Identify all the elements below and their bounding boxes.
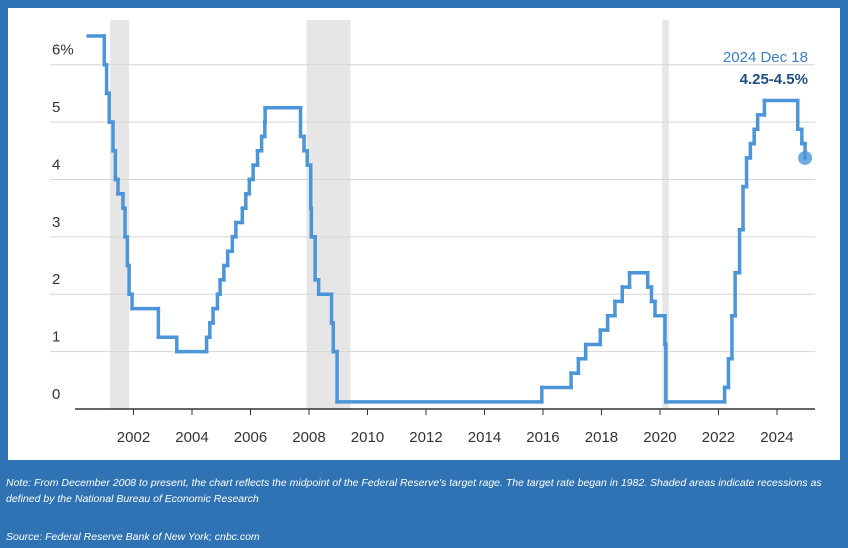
x-tick-label: 2006 <box>234 429 267 446</box>
annotation-value: 4.25-4.5% <box>740 71 808 88</box>
chart: 2024 Dec 18 4.25-4.5% 0 1 2 3 4 5 6% 2002 2004 20… <box>8 8 840 460</box>
source: Source: Federal Reserve Bank of New York… <box>6 531 260 543</box>
end-dot <box>798 150 813 165</box>
x-tick-label: 2020 <box>643 429 676 446</box>
x-tick-label: 2022 <box>702 429 735 446</box>
recession-band <box>662 20 669 409</box>
x-tick-label: 2010 <box>351 429 384 446</box>
y-tick-label: 2 <box>52 271 60 288</box>
x-tick-label: 2024 <box>760 429 793 446</box>
y-tick-label: 0 <box>52 386 60 403</box>
annotation-date: 2024 Dec 18 <box>723 49 808 66</box>
x-tick-label: 2018 <box>585 429 618 446</box>
x-tick-label: 2002 <box>117 429 150 446</box>
x-tick-label: 2004 <box>175 429 208 446</box>
y-tick-label: 5 <box>52 99 60 116</box>
x-tick-label: 2014 <box>468 429 501 446</box>
y-tick-label: 6% <box>52 42 74 59</box>
y-tick-label: 1 <box>52 329 60 346</box>
x-tick-label: 2016 <box>526 429 559 446</box>
note: Note: From December 2008 to present, the… <box>6 477 822 505</box>
recession-band <box>306 20 351 409</box>
x-tick-label: 2008 <box>292 429 325 446</box>
recession-band <box>110 20 130 409</box>
y-tick-label: 4 <box>52 156 60 173</box>
x-tick-label: 2012 <box>409 429 442 446</box>
y-tick-label: 3 <box>52 214 60 231</box>
chart-panel <box>8 8 840 460</box>
